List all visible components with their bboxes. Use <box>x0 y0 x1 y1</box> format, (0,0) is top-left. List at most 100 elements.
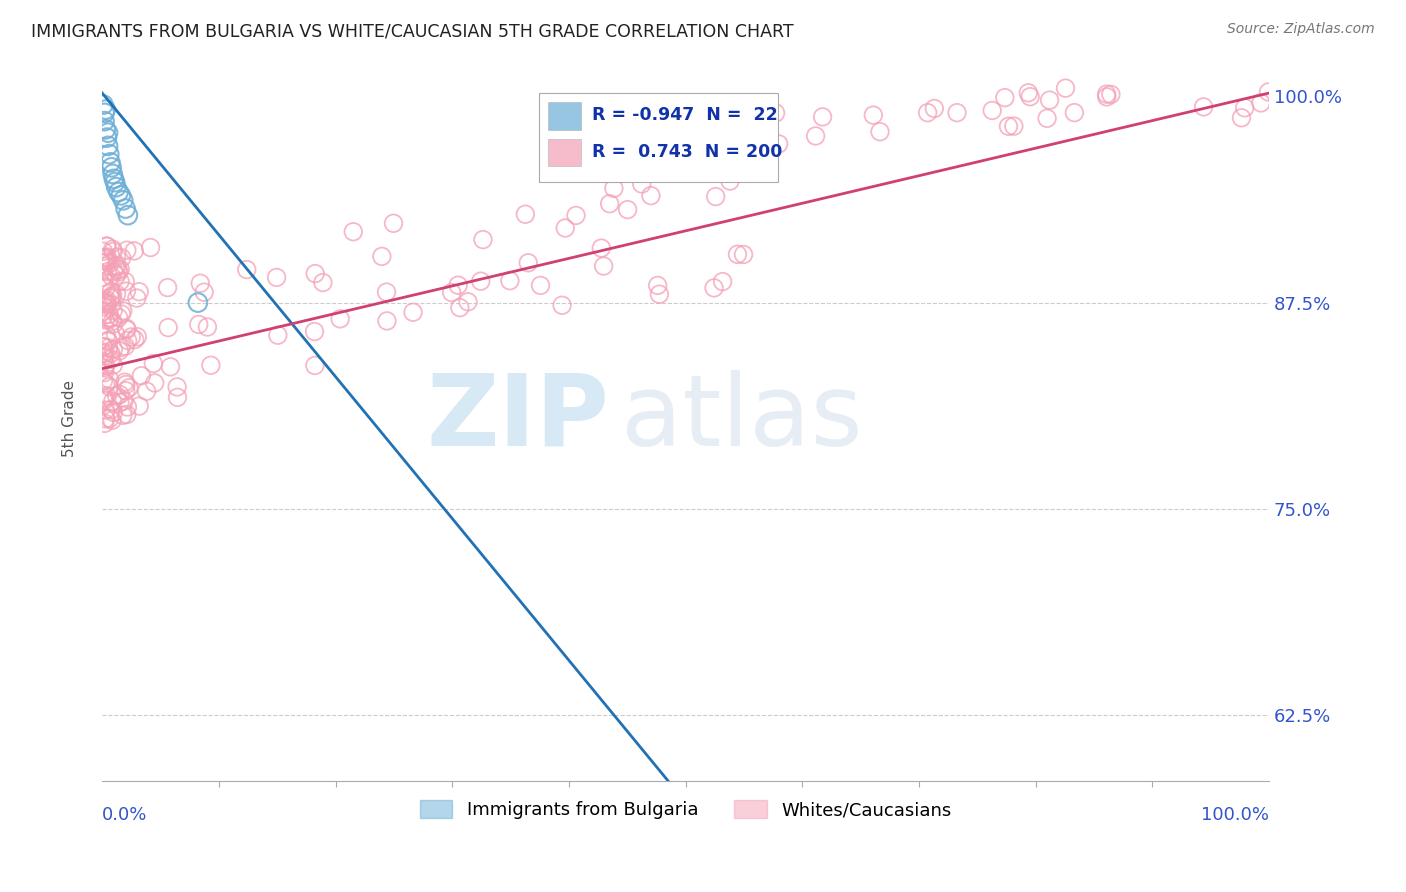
Point <box>1095 87 1118 102</box>
Point <box>981 103 1004 118</box>
Text: 5th Grade: 5th Grade <box>62 380 77 457</box>
Point <box>592 259 614 273</box>
Point <box>115 284 138 298</box>
Text: ZIP: ZIP <box>427 369 610 467</box>
Point <box>96 250 118 264</box>
Point <box>131 368 153 383</box>
Point <box>733 247 755 261</box>
Text: Source: ZipAtlas.com: Source: ZipAtlas.com <box>1227 22 1375 37</box>
Point <box>946 105 969 120</box>
Point <box>266 270 288 285</box>
Point <box>142 357 165 371</box>
Point <box>1038 93 1060 107</box>
Point <box>96 293 118 308</box>
Point <box>117 400 139 414</box>
Point <box>114 202 136 216</box>
Point <box>100 155 122 169</box>
Point <box>93 392 115 407</box>
Point <box>97 307 120 321</box>
Point <box>157 320 180 334</box>
Text: 100.0%: 100.0% <box>1201 805 1270 823</box>
Point <box>94 361 117 376</box>
Point <box>1230 111 1253 125</box>
Legend: Immigrants from Bulgaria, Whites/Caucasians: Immigrants from Bulgaria, Whites/Caucasi… <box>412 793 959 826</box>
Point <box>97 139 120 153</box>
Point <box>93 346 115 360</box>
Point <box>472 233 495 247</box>
Point <box>93 366 115 380</box>
Point <box>267 328 290 343</box>
Point <box>447 278 470 293</box>
Text: IMMIGRANTS FROM BULGARIA VS WHITE/CAUCASIAN 5TH GRADE CORRELATION CHART: IMMIGRANTS FROM BULGARIA VS WHITE/CAUCAS… <box>31 22 793 40</box>
Point <box>703 281 725 295</box>
Point <box>104 327 127 342</box>
Point <box>187 295 209 310</box>
Point <box>630 177 652 191</box>
Point <box>97 341 120 355</box>
Point <box>711 275 734 289</box>
Point <box>517 256 540 270</box>
Point <box>371 249 394 263</box>
Point <box>599 196 621 211</box>
Point <box>93 279 115 293</box>
Point <box>114 384 136 398</box>
Point <box>94 358 117 372</box>
Point <box>125 291 148 305</box>
Point <box>1257 85 1279 99</box>
Point <box>1233 101 1256 115</box>
Point <box>100 346 122 360</box>
Point <box>120 330 142 344</box>
Point <box>869 125 891 139</box>
Point <box>529 278 551 293</box>
Point <box>104 260 127 274</box>
Point <box>235 262 257 277</box>
Point <box>114 275 136 289</box>
Point <box>862 108 884 122</box>
Point <box>103 317 125 331</box>
Point <box>96 265 118 279</box>
Point <box>402 305 425 319</box>
Point <box>738 127 761 141</box>
Point <box>96 239 118 253</box>
Point <box>107 185 129 199</box>
Point <box>122 244 145 258</box>
Point <box>382 216 405 230</box>
Point <box>111 409 134 423</box>
Point <box>103 244 125 259</box>
Point <box>108 395 131 409</box>
Point <box>329 311 352 326</box>
Point <box>143 376 166 390</box>
Point <box>96 389 118 403</box>
Point <box>101 394 124 409</box>
Point <box>93 346 115 360</box>
Point <box>551 298 574 312</box>
Point <box>103 358 125 372</box>
Point <box>139 240 162 254</box>
Point <box>1017 86 1039 100</box>
Point <box>110 307 132 321</box>
Point <box>97 334 120 348</box>
Point <box>811 110 834 124</box>
Point <box>94 313 117 327</box>
Point <box>1054 81 1077 95</box>
Point <box>101 167 124 181</box>
Point <box>107 265 129 279</box>
Point <box>440 285 463 300</box>
Point <box>193 285 215 300</box>
Point <box>93 340 115 354</box>
Point <box>1019 89 1042 103</box>
Point <box>1095 90 1118 104</box>
Point <box>94 295 117 310</box>
Point <box>96 255 118 269</box>
Text: atlas: atlas <box>621 369 863 467</box>
Point <box>515 207 537 221</box>
Point <box>93 300 115 314</box>
Point <box>93 349 115 363</box>
Point <box>135 384 157 399</box>
Point <box>98 411 121 425</box>
Point <box>93 354 115 368</box>
Point <box>100 269 122 284</box>
Point <box>96 327 118 342</box>
Point <box>93 275 115 289</box>
Bar <box>548 103 581 130</box>
